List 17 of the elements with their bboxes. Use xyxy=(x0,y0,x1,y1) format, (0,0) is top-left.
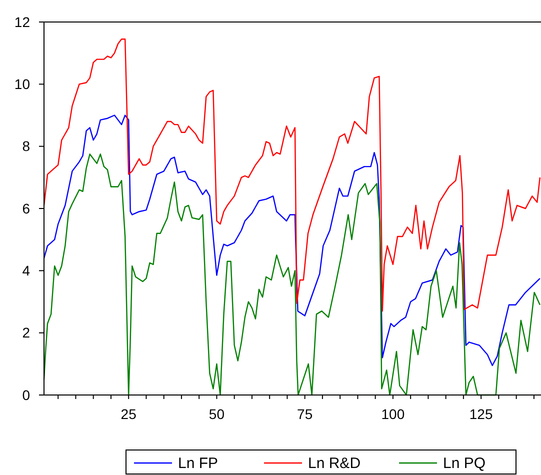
y-tick-label: 10 xyxy=(14,76,30,92)
y-tick-label: 0 xyxy=(22,386,30,403)
y-tick-label: 8 xyxy=(22,138,30,154)
y-tick-label: 12 xyxy=(14,14,30,30)
line-series xyxy=(43,38,541,312)
x-tick-label: 125 xyxy=(469,406,493,422)
legend-label: Ln FP xyxy=(178,455,218,472)
line-series xyxy=(43,114,541,366)
y-tick-label: 6 xyxy=(22,200,30,216)
x-tick-label: 25 xyxy=(120,406,137,422)
y-tick-label: 4 xyxy=(22,262,30,279)
x-tick-label: 100 xyxy=(381,406,405,422)
legend-label: Ln R&D xyxy=(308,455,361,472)
x-tick-label: 75 xyxy=(297,406,313,422)
y-tick-label: 2 xyxy=(22,324,30,341)
legend-label: Ln PQ xyxy=(443,455,486,472)
x-tick-label: 50 xyxy=(208,406,225,422)
